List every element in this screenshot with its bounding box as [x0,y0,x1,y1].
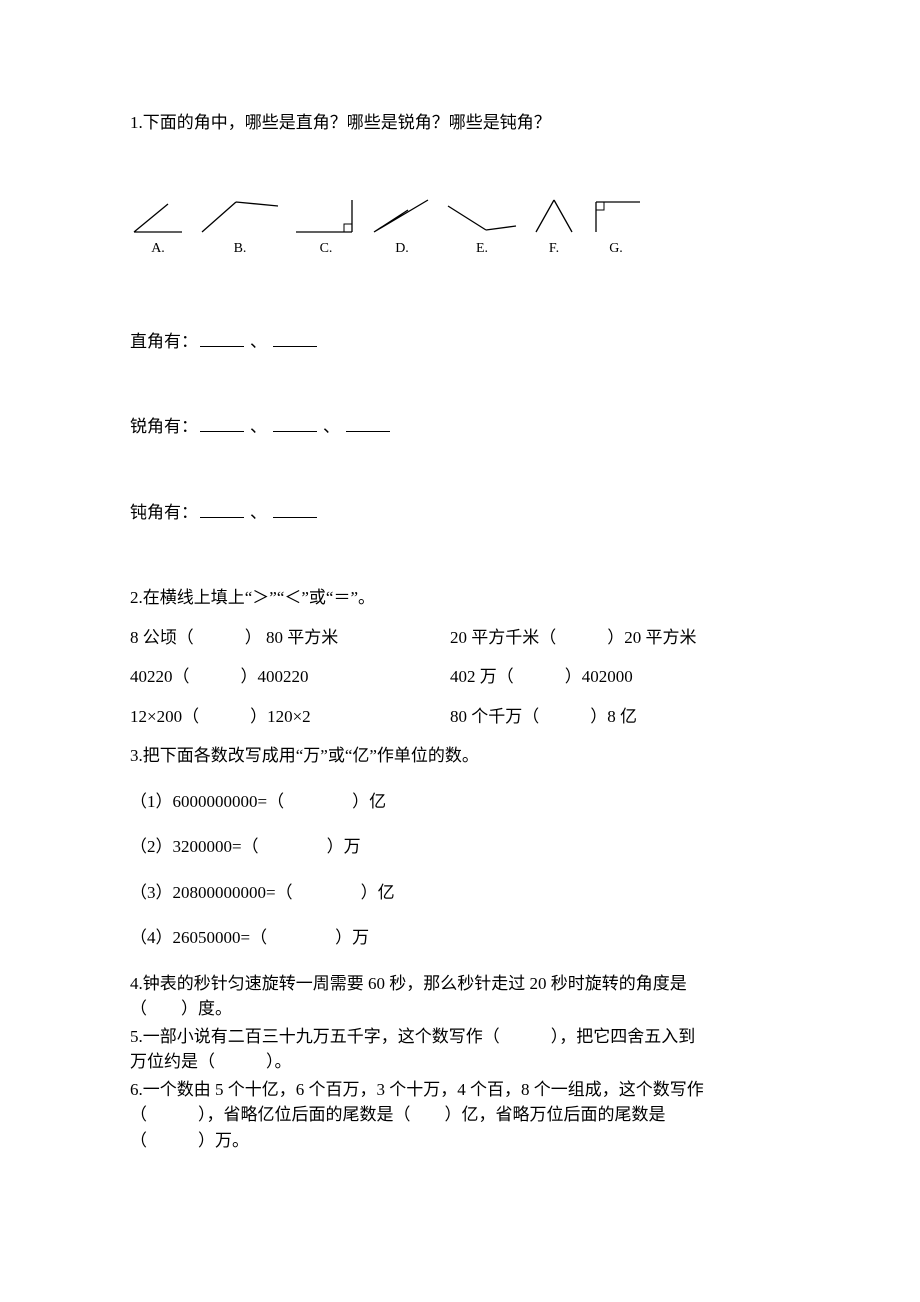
q4-line2: （ ）度。 [130,996,790,1022]
q3-2-unit: 万 [344,837,361,856]
q6-line1: 6.一个数由 5 个十亿，6 个百万，3 个十万，4 个百，8 个一组成，这个数… [130,1077,790,1103]
q2-r1-la: 8 公顷 [130,628,177,647]
q2-r2-la: 40220 [130,667,173,686]
q2-r3-rb: 8 亿 [607,707,637,726]
q3-1-unit: 亿 [369,792,386,811]
paren-blank: （ ） [250,925,352,951]
q3-2-idx: （2） [130,837,173,856]
q1-obtuse-angles-line: 钝角有： 、 [130,500,790,526]
angle-d: D. [372,196,432,259]
q3-1-idx: （1） [130,792,173,811]
paren-blank: （ ） [182,704,267,730]
angle-label-g: G. [609,238,623,259]
sep: 、 [250,332,267,351]
q2-r3-lb: 120×2 [267,707,311,726]
q2-r2-rb: 402000 [582,667,633,686]
q4-line1: 4.钟表的秒针匀速旋转一周需要 60 秒，那么秒针走过 20 秒时旋转的角度是 [130,971,790,997]
paren-blank: （ ） [177,625,262,651]
question-1: 1.下面的角中，哪些是直角？哪些是锐角？哪些是钝角？ A. B. C. [130,110,790,573]
angle-a: A. [130,196,186,259]
paren-blank: （ ） [242,834,344,860]
q3-3-lhs: 20800000000= [173,883,276,902]
question-3: 3.把下面各数改写成用“万”或“亿”作单位的数。 （1）6000000000=（… [130,743,790,951]
blank [200,414,244,432]
angle-c: C. [294,196,358,259]
q3-item-4: （4）26050000=（ ）万 [130,925,790,951]
q3-prompt: 3.把下面各数改写成用“万”或“亿”作单位的数。 [130,743,790,769]
angle-label-a: A. [151,238,165,259]
q6-line3: （ ）万。 [130,1128,790,1154]
angle-label-e: E. [476,238,488,259]
angle-b: B. [200,196,280,259]
q1-acute-angles-line: 锐角有： 、 、 [130,414,790,440]
q3-3-unit: 亿 [378,883,395,902]
angle-f: F. [532,196,576,259]
question-5: 5.一部小说有二百三十九万五千字，这个数写作（ ），把它四舍五入到 万位约是（ … [130,1024,790,1075]
q2-r1-lb: 80 平方米 [262,628,339,647]
q2-prompt: 2.在横线上填上“＞”“＜”或“＝”。 [130,585,790,611]
q2-r3-la: 12×200 [130,707,182,726]
q1-prompt: 1.下面的角中，哪些是直角？哪些是锐角？哪些是钝角？ [130,110,790,136]
q2-row-1: 8 公顷（ ） 80 平方米 20 平方千米（ ）20 平方米 [130,625,790,651]
paren-blank: （ ） [267,789,369,815]
question-6: 6.一个数由 5 个十亿，6 个百万，3 个十万，4 个百，8 个一组成，这个数… [130,1077,790,1154]
q2-r1-ra: 20 平方千米 [450,628,539,647]
q3-1-lhs: 6000000000= [173,792,268,811]
q3-item-2: （2）3200000=（ ）万 [130,834,790,860]
q3-3-idx: （3） [130,883,173,902]
blank [273,329,317,347]
blank [273,500,317,518]
paren-blank: （ ） [173,664,258,690]
angle-label-b: B. [234,238,247,259]
q3-4-idx: （4） [130,928,173,947]
q3-item-3: （3）20800000000=（ ）亿 [130,880,790,906]
q1-acute-label: 锐角有： [130,417,198,436]
q2-r3-ra: 80 个千万 [450,707,522,726]
q1-obtuse-label: 钝角有： [130,503,198,522]
question-2: 2.在横线上填上“＞”“＜”或“＝”。 8 公顷（ ） 80 平方米 20 平方… [130,585,790,729]
angle-label-d: D. [395,238,409,259]
blank [346,414,390,432]
q1-right-label: 直角有： [130,332,198,351]
sep: 、 [250,503,267,522]
angle-g: G. [590,196,642,259]
q5-line2: 万位约是（ ）。 [130,1049,790,1075]
q2-r2-lb: 400220 [258,667,309,686]
question-4: 4.钟表的秒针匀速旋转一周需要 60 秒，那么秒针走过 20 秒时旋转的角度是 … [130,971,790,1022]
angle-label-c: C. [320,238,333,259]
q3-4-lhs: 26050000= [173,928,251,947]
angle-label-f: F. [549,238,559,259]
sep: 、 [250,417,267,436]
q2-row-3: 12×200（ ）120×2 80 个千万（ ）8 亿 [130,704,790,730]
angles-row: A. B. C. D. E. [130,196,790,259]
q3-2-lhs: 3200000= [173,837,242,856]
q1-right-angles-line: 直角有： 、 [130,329,790,355]
q2-r2-ra: 402 万 [450,667,497,686]
blank [200,329,244,347]
q3-4-unit: 万 [352,928,369,947]
angle-e: E. [446,196,518,259]
paren-blank: （ ） [522,704,607,730]
q3-item-1: （1）6000000000=（ ）亿 [130,789,790,815]
q2-row-2: 40220（ ）400220 402 万（ ）402000 [130,664,790,690]
sep: 、 [323,417,340,436]
q6-line2: （ ），省略亿位后面的尾数是（ ）亿，省略万位后面的尾数是 [130,1102,790,1128]
q5-line1: 5.一部小说有二百三十九万五千字，这个数写作（ ），把它四舍五入到 [130,1024,790,1050]
paren-blank: （ ） [276,880,378,906]
paren-blank: （ ） [497,664,582,690]
blank [200,500,244,518]
paren-blank: （ ） [539,625,624,651]
blank [273,414,317,432]
q2-r1-rb: 20 平方米 [624,628,696,647]
